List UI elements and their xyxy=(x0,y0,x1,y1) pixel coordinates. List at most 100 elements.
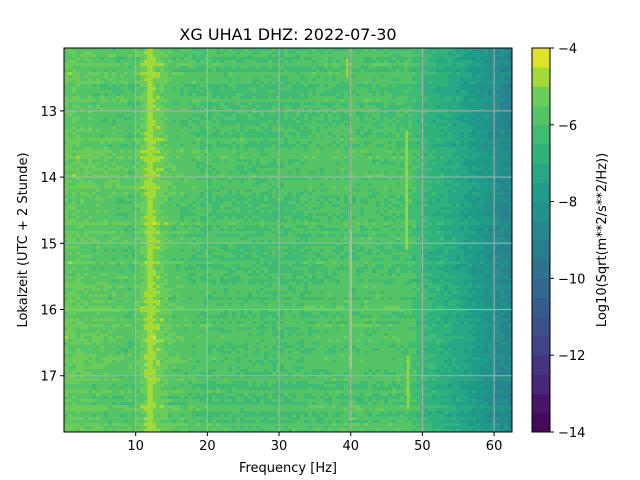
heatmap-cell xyxy=(404,93,409,97)
heatmap-cell xyxy=(296,93,301,97)
heatmap-cell xyxy=(444,111,449,115)
heatmap-cell xyxy=(336,51,341,55)
heatmap-cell xyxy=(332,165,337,169)
heatmap-cell xyxy=(292,108,297,112)
heatmap-cell xyxy=(104,135,109,139)
heatmap-cell xyxy=(288,105,293,109)
heatmap-cell xyxy=(124,138,129,142)
heatmap-cell xyxy=(272,114,277,118)
heatmap-cell xyxy=(116,150,121,154)
heatmap-cell xyxy=(92,99,97,103)
heatmap-cell xyxy=(460,171,465,175)
heatmap-cell xyxy=(372,123,377,127)
heatmap-cell xyxy=(400,90,405,94)
heatmap-cell xyxy=(312,126,317,130)
heatmap-cell xyxy=(152,84,157,88)
heatmap-cell xyxy=(472,105,477,109)
heatmap-cell xyxy=(76,90,81,94)
heatmap-cell xyxy=(116,180,121,184)
heatmap-cell xyxy=(444,174,449,178)
heatmap-cell xyxy=(288,78,293,82)
heatmap-cell xyxy=(300,99,305,103)
heatmap-cell xyxy=(368,171,373,175)
heatmap-cell xyxy=(476,171,481,175)
heatmap-cell xyxy=(304,81,309,85)
heatmap-cell xyxy=(388,111,393,115)
heatmap-cell xyxy=(396,117,401,121)
heatmap-cell xyxy=(352,96,357,100)
heatmap-cell xyxy=(376,60,381,64)
heatmap-cell xyxy=(144,177,149,181)
heatmap-cell xyxy=(240,171,245,175)
heatmap-cell xyxy=(464,84,469,88)
heatmap-cell xyxy=(456,123,461,127)
heatmap-cell xyxy=(84,81,89,85)
heatmap-cell xyxy=(68,177,73,181)
heatmap-cell xyxy=(68,108,73,112)
heatmap-cell xyxy=(396,99,401,103)
heatmap-cell xyxy=(112,114,117,118)
heatmap-cell xyxy=(128,63,133,67)
heatmap-cell xyxy=(176,114,181,118)
heatmap-cell xyxy=(340,114,345,118)
heatmap-cell xyxy=(68,120,73,124)
heatmap-cell xyxy=(204,150,209,154)
heatmap-cell xyxy=(92,96,97,100)
heatmap-cell xyxy=(348,48,353,52)
heatmap-cell xyxy=(236,135,241,139)
heatmap-cell xyxy=(152,90,157,94)
heatmap-cell xyxy=(176,60,181,64)
heatmap-cell xyxy=(112,54,117,58)
heatmap-cell xyxy=(360,90,365,94)
heatmap-cell xyxy=(164,48,169,52)
heatmap-cell xyxy=(68,171,73,175)
heatmap-cell xyxy=(304,84,309,88)
heatmap-cell xyxy=(308,102,313,106)
heatmap-cell xyxy=(252,69,257,73)
heatmap-cell xyxy=(192,81,197,85)
heatmap-cell xyxy=(224,168,229,172)
heatmap-cell xyxy=(72,78,77,82)
heatmap-cell xyxy=(260,120,265,124)
heatmap-cell xyxy=(456,141,461,145)
heatmap-cell xyxy=(476,144,481,148)
heatmap-cell xyxy=(480,144,485,148)
heatmap-cell xyxy=(332,48,337,52)
heatmap-cell xyxy=(120,135,125,139)
heatmap-cell xyxy=(232,102,237,106)
heatmap-cell xyxy=(336,156,341,160)
heatmap-cell xyxy=(388,159,393,163)
heatmap-cell xyxy=(404,90,409,94)
heatmap-cell xyxy=(156,54,161,58)
heatmap-cell xyxy=(368,129,373,133)
heatmap-cell xyxy=(128,57,133,61)
heatmap-cell xyxy=(316,63,321,67)
heatmap-cell xyxy=(140,171,145,175)
heatmap-cell xyxy=(216,60,221,64)
heatmap-cell xyxy=(372,135,377,139)
heatmap-cell xyxy=(84,153,89,157)
heatmap-cell xyxy=(320,144,325,148)
heatmap-cell xyxy=(504,48,509,52)
heatmap-cell xyxy=(164,141,169,145)
heatmap-cell xyxy=(156,117,161,121)
heatmap-cell xyxy=(448,141,453,145)
heatmap-cell xyxy=(204,171,209,175)
heatmap-cell xyxy=(304,90,309,94)
heatmap-cell xyxy=(168,147,173,151)
heatmap-cell xyxy=(256,144,261,148)
heatmap-cell xyxy=(316,150,321,154)
heatmap-cell xyxy=(248,141,253,145)
heatmap-cell xyxy=(300,72,305,76)
heatmap-cell xyxy=(132,123,137,127)
heatmap-cell xyxy=(252,48,257,52)
heatmap-cell xyxy=(392,111,397,115)
heatmap-cell xyxy=(372,54,377,58)
heatmap-cell xyxy=(104,114,109,118)
heatmap-cell xyxy=(176,54,181,58)
heatmap-cell xyxy=(276,114,281,118)
heatmap-cell xyxy=(220,159,225,163)
heatmap-cell xyxy=(252,75,257,79)
heatmap-cell xyxy=(192,54,197,58)
heatmap-cell xyxy=(112,138,117,142)
